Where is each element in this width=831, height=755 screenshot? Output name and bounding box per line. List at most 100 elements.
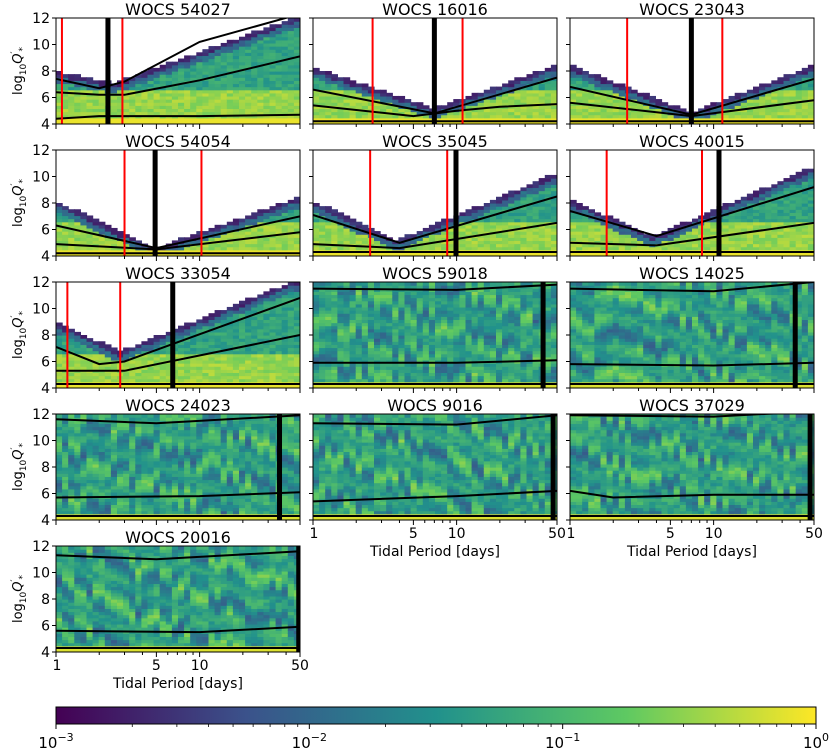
heat-cell — [263, 114, 271, 119]
heat-cell — [582, 80, 589, 85]
heat-cell — [275, 347, 283, 352]
heat-cell — [184, 99, 191, 103]
heat-cell — [404, 246, 412, 251]
heat-cell — [349, 378, 357, 383]
heat-cell — [68, 105, 75, 110]
heat-cell — [783, 120, 791, 124]
heat-cell — [514, 99, 521, 103]
heat-cell — [325, 234, 332, 238]
heat-cell — [349, 356, 357, 361]
heat-cell — [740, 234, 748, 238]
heat-cell — [92, 218, 100, 223]
heat-cell — [337, 99, 345, 103]
heat-cell — [722, 120, 730, 124]
heat-cell — [710, 212, 717, 217]
heat-cell — [588, 86, 595, 91]
heat-cell — [649, 105, 656, 110]
heat-cell — [550, 120, 557, 124]
heat-cell — [679, 246, 687, 251]
heat-cell — [520, 218, 528, 223]
heat-cell — [367, 240, 375, 245]
heat-cell — [293, 294, 300, 299]
heat-cell — [349, 288, 357, 292]
heat-cell — [722, 108, 730, 113]
heat-cell — [220, 86, 228, 91]
heat-cell — [367, 313, 375, 317]
heat-cell — [74, 102, 81, 106]
heat-cell — [570, 243, 577, 248]
heat-cell — [465, 246, 473, 251]
heat-cell — [459, 243, 467, 248]
heat-cell — [771, 246, 778, 251]
heat-cell — [459, 231, 467, 235]
heat-cell — [98, 384, 106, 388]
heat-cell — [331, 77, 338, 81]
heat-cell — [202, 108, 210, 113]
heat-cell — [489, 218, 497, 223]
heat-cell — [349, 231, 357, 235]
heat-cell — [68, 77, 75, 81]
heat-cell — [734, 203, 742, 207]
heat-cell — [667, 252, 675, 256]
heat-cell — [159, 117, 167, 122]
heat-cell — [202, 341, 210, 345]
heat-cell — [502, 102, 509, 106]
heat-cell — [98, 95, 106, 100]
heat-cell — [104, 347, 112, 352]
heat-cell — [293, 89, 300, 94]
heat-cell — [184, 67, 191, 72]
heat-cell — [196, 120, 203, 124]
heat-cell — [269, 39, 277, 44]
heat-cell — [251, 231, 258, 235]
heat-cell — [287, 71, 295, 75]
heat-cell — [576, 74, 583, 78]
heat-cell — [257, 92, 264, 97]
heat-cell — [801, 83, 809, 88]
heat-cell — [287, 218, 295, 223]
heat-cell — [226, 67, 234, 72]
heat-cell — [753, 102, 760, 106]
heat-cell — [337, 86, 345, 91]
heat-cell — [257, 102, 264, 106]
heat-cell — [386, 341, 393, 345]
heat-cell — [263, 338, 271, 342]
heat-cell — [202, 52, 210, 57]
heat-cell — [753, 215, 760, 220]
heat-cell — [275, 246, 283, 251]
heat-cell — [214, 83, 222, 88]
heat-cell — [624, 114, 632, 119]
heat-cell — [496, 86, 503, 91]
heat-cell — [281, 27, 289, 32]
heat-cell — [80, 221, 88, 226]
heat-cell — [313, 105, 320, 110]
heat-cell — [196, 335, 203, 339]
heat-cell — [367, 322, 375, 327]
heat-cell — [386, 252, 393, 256]
heat-cell — [171, 331, 179, 336]
heat-cell — [331, 80, 338, 85]
heat-cell — [153, 89, 161, 94]
heat-cell — [331, 310, 338, 314]
heat-cell — [753, 246, 760, 251]
heat-cell — [704, 114, 711, 119]
heat-cell — [704, 212, 711, 217]
heat-cell — [319, 378, 326, 383]
heat-cell — [56, 341, 63, 345]
heat-cell — [293, 114, 300, 119]
heat-cell — [331, 297, 338, 302]
heat-cell — [287, 246, 295, 251]
heat-cell — [141, 384, 149, 388]
heat-cell — [471, 212, 479, 217]
heat-cell — [582, 74, 589, 78]
heat-cell — [807, 184, 814, 189]
heat-cell — [441, 105, 448, 110]
heat-cell — [275, 117, 283, 122]
heat-cell — [343, 105, 351, 110]
heat-cell — [86, 341, 94, 345]
heat-cell — [759, 218, 766, 223]
heat-cell — [343, 306, 351, 311]
heat-cell — [165, 95, 173, 100]
heat-cell — [392, 375, 399, 380]
heat-cell — [759, 120, 766, 124]
